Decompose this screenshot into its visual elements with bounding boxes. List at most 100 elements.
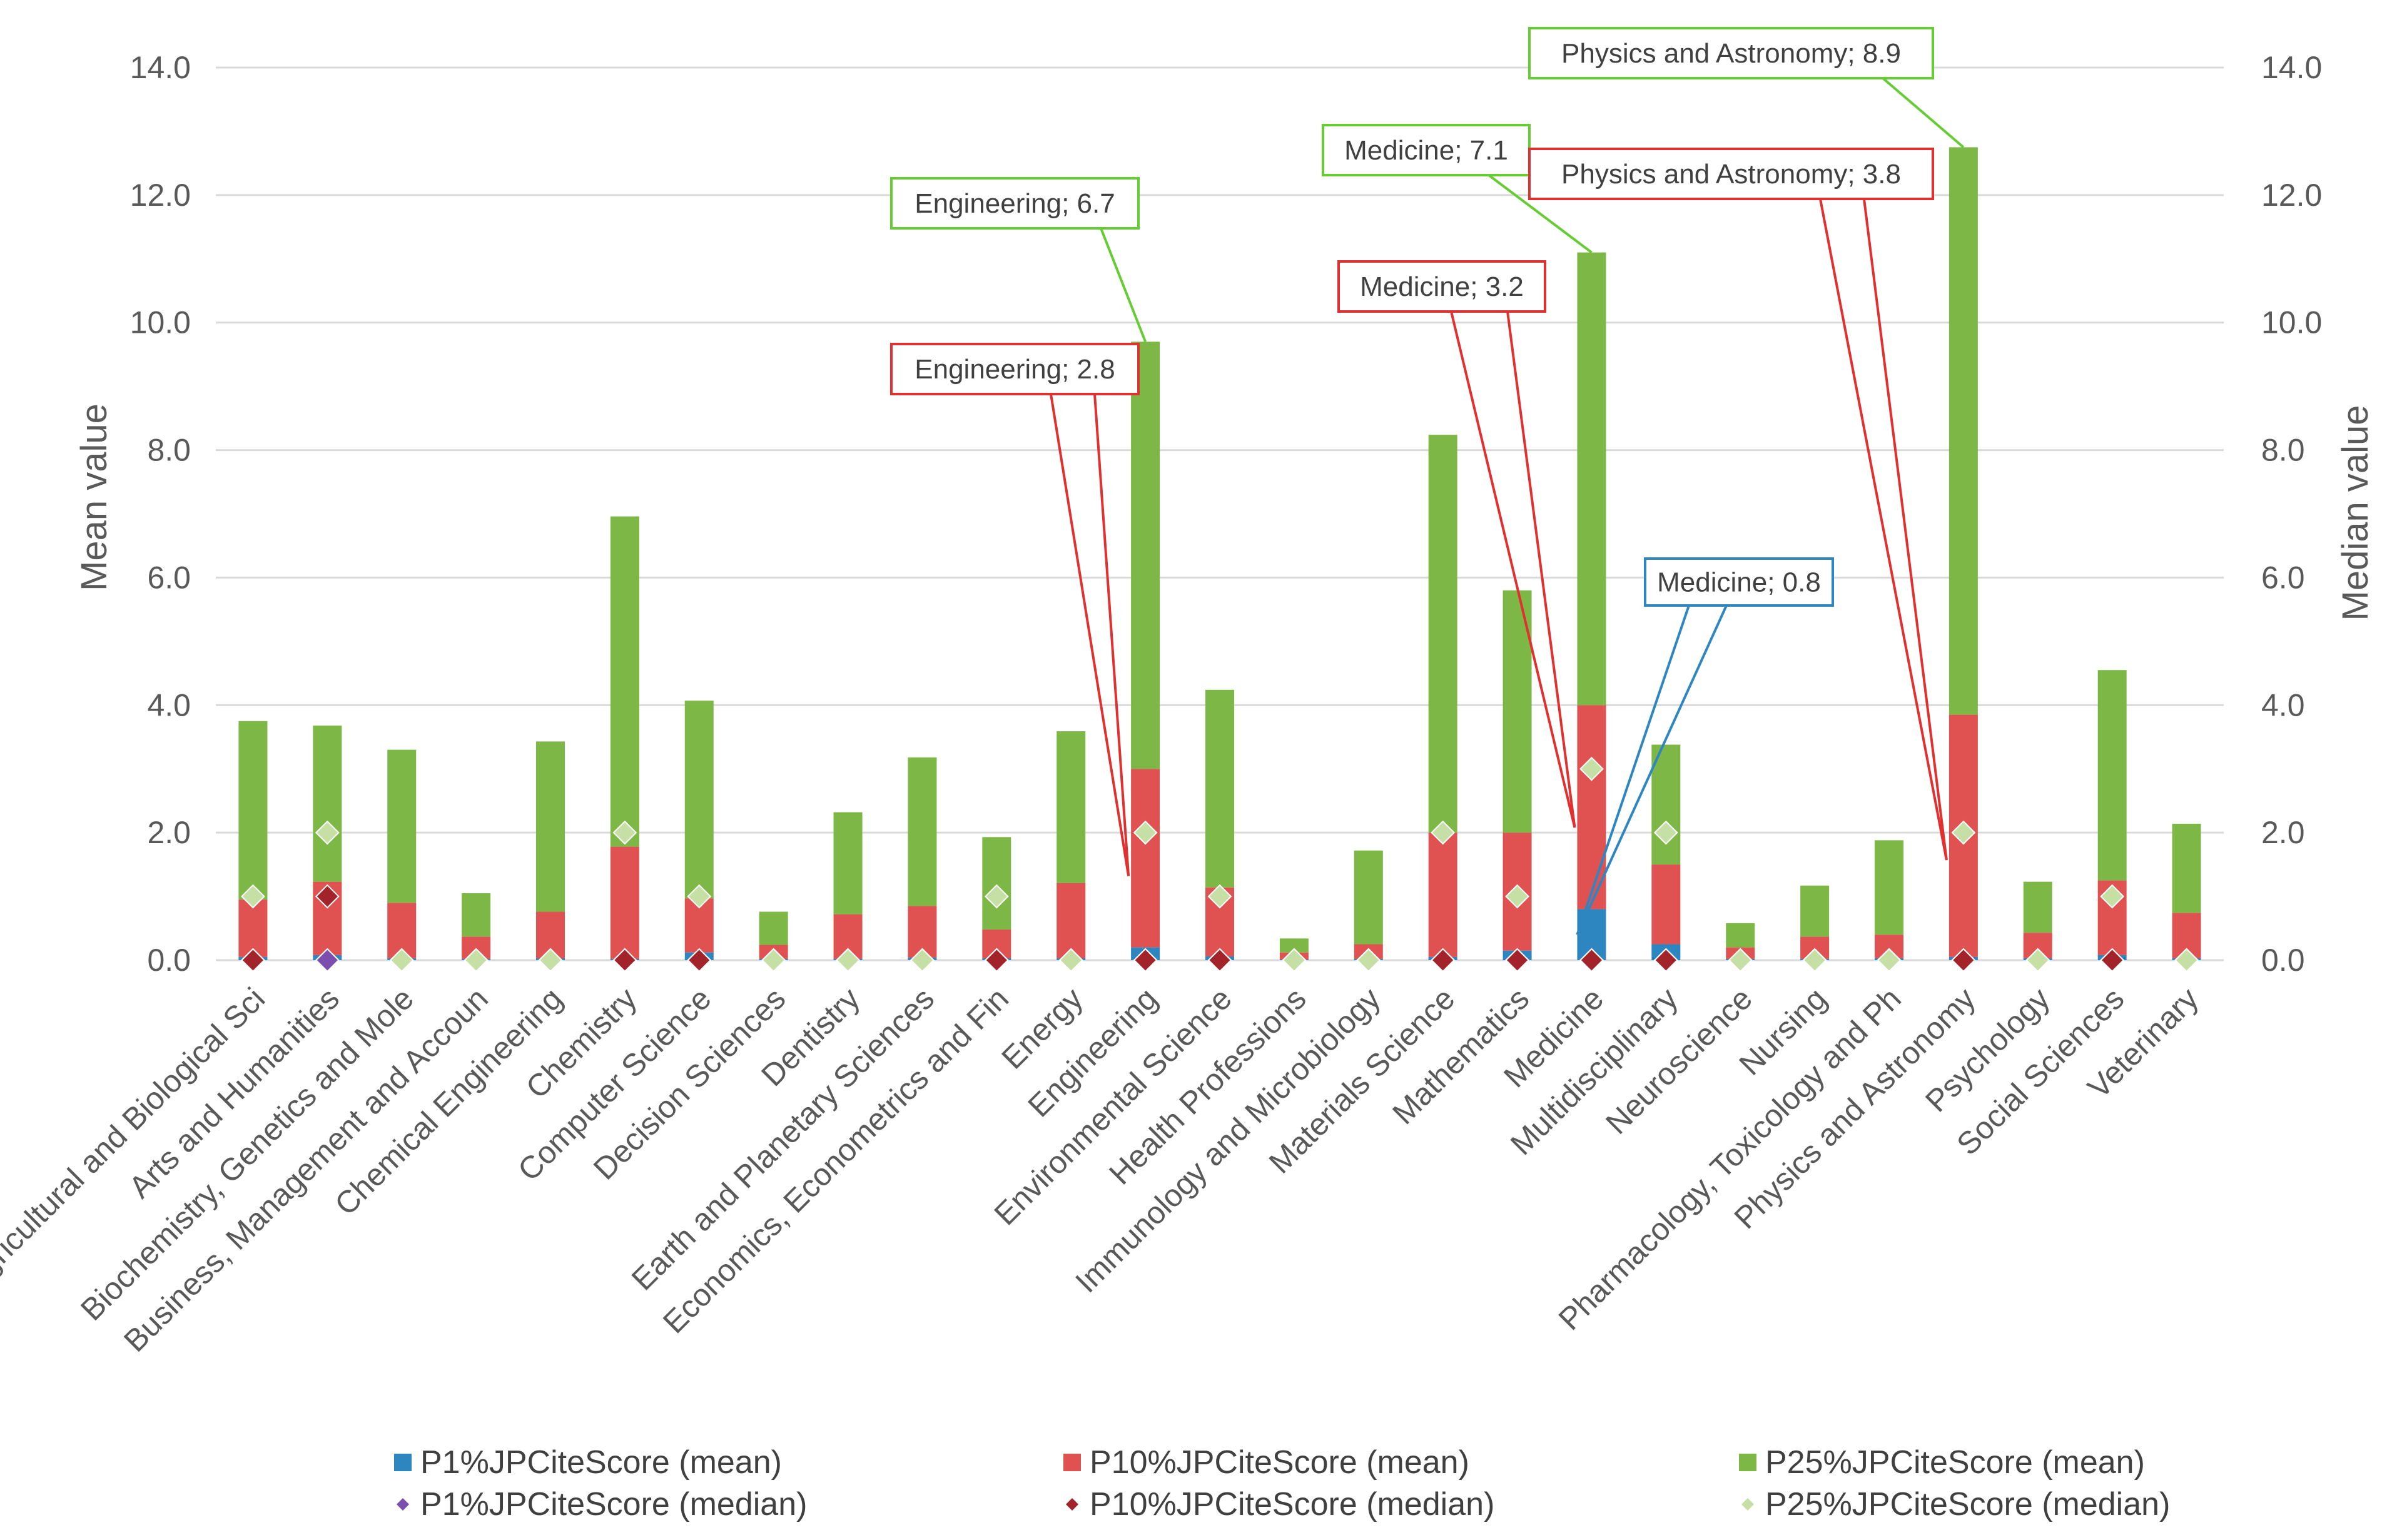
y-left-tick-label: 12.0 (130, 178, 191, 213)
marker-p10-jpcitescore-median-computer-science (687, 948, 712, 973)
marker-p25-jpcitescore-median-environmental-science (1207, 884, 1232, 909)
marker-p10-jpcitescore-median-environmental-science (1207, 948, 1232, 973)
bar-p25-jpcitescore-mean-computer-science (684, 701, 714, 899)
legend-label: P1%JPCiteScore (median) (420, 1486, 807, 1522)
marker-p10-jpcitescore-median-multidisciplinary (1653, 948, 1678, 973)
bar-p10-jpcitescore-mean-materials-science (1428, 833, 1457, 957)
marker-p25-jpcitescore-median-medicine (1579, 756, 1604, 781)
bar-p10-jpcitescore-mean-energy (1057, 883, 1086, 958)
legend-swatch-p1-jpcitescore-mean (394, 1454, 412, 1471)
marker-p25-jpcitescore-median-multidisciplinary (1653, 820, 1678, 845)
y-right-tick-label: 14.0 (2261, 50, 2322, 85)
callout-label: Physics and Astronomy; 8.9 (1561, 38, 1901, 69)
marker-p10-jpcitescore-median-materials-science (1431, 948, 1456, 973)
legend-label: P25%JPCiteScore (mean) (1765, 1444, 2145, 1481)
legend-label: P10%JPCiteScore (mean) (1090, 1444, 1469, 1481)
y-right-tick-label: 12.0 (2261, 178, 2322, 213)
callout-box (1322, 124, 1531, 176)
marker-p25-jpcitescore-median-energy (1058, 948, 1083, 973)
bar-p25-jpcitescore-mean-health-professions (1279, 938, 1309, 953)
bar-p25-jpcitescore-mean-energy (1057, 731, 1086, 883)
marker-p25-jpcitescore-median-decision-sciences (761, 948, 786, 973)
y-right-tick-label: 0.0 (2261, 943, 2305, 978)
callout-label: Physics and Astronomy; 3.8 (1561, 159, 1901, 190)
bar-p25-jpcitescore-mean-chemical-engineering (536, 741, 565, 912)
bar-p10-jpcitescore-mean-multidisciplinary (1651, 864, 1681, 945)
median-markers (241, 756, 2199, 973)
bar-p10-jpcitescore-mean-medicine (1577, 705, 1606, 909)
marker-p25-jpcitescore-median-psychology (2025, 948, 2050, 973)
marker-p25-jpcitescore-median-immunology-and-microbiology (1356, 948, 1381, 973)
y-left-tick-label: 10.0 (130, 305, 191, 340)
y-left-tick-label: 8.0 (147, 433, 191, 468)
callout-label: Engineering; 6.7 (915, 188, 1115, 219)
marker-p25-jpcitescore-median-earth-and-planetary-sciences (910, 948, 935, 973)
marker-p25-jpcitescore-median-social-sciences (2100, 884, 2125, 909)
marker-p25-jpcitescore-median-business-management-and-accoun (464, 948, 489, 973)
marker-p10-jpcitescore-median-economics-econometrics-and-fin (984, 948, 1009, 973)
y-axis-left-title: Mean value (74, 403, 114, 591)
callout-box (1644, 557, 1834, 607)
callout-pointer (1487, 174, 1593, 254)
y-right-tick-label: 10.0 (2261, 305, 2322, 340)
marker-p10-jpcitescore-median-social-sciences (2100, 948, 2125, 973)
bar-p25-jpcitescore-mean-dentistry (833, 812, 863, 914)
bar-p10-jpcitescore-mean-chemistry (610, 846, 639, 959)
bar-p25-jpcitescore-mean-materials-science (1428, 435, 1457, 833)
callout-pointer (1818, 198, 1948, 861)
marker-p25-jpcitescore-median-engineering (1133, 820, 1158, 845)
bar-p25-jpcitescore-mean-chemistry (610, 516, 639, 847)
marker-p1-jpcitescore-median-arts-and-humanities (315, 948, 340, 973)
legend-swatch-p25-jpcitescore-median (1741, 1498, 1754, 1511)
marker-p25-jpcitescore-median-arts-and-humanities (315, 820, 340, 845)
y-right-tick-label: 8.0 (2261, 433, 2305, 468)
marker-p25-jpcitescore-median-biochemistry-genetics-and-mole (389, 948, 414, 973)
bar-p25-jpcitescore-mean-environmental-science (1205, 689, 1234, 888)
y-left-tick-label: 14.0 (130, 50, 191, 85)
marker-p25-jpcitescore-median-economics-econometrics-and-fin (984, 884, 1009, 909)
callout-label: Medicine; 3.2 (1360, 271, 1524, 302)
legend-swatch-p25-jpcitescore-mean (1739, 1454, 1756, 1471)
bar-series (238, 147, 2201, 960)
bar-p25-jpcitescore-mean-immunology-and-microbiology (1354, 850, 1383, 945)
marker-p25-jpcitescore-median-computer-science (687, 884, 712, 909)
bar-p25-jpcitescore-mean-business-management-and-accoun (462, 893, 491, 937)
legend-label: P10%JPCiteScore (median) (1090, 1486, 1494, 1522)
callout-box (1528, 27, 1934, 79)
y-right-tick-label: 6.0 (2261, 560, 2305, 595)
marker-p25-jpcitescore-median-veterinary (2174, 948, 2199, 973)
bar-p10-jpcitescore-mean-engineering (1131, 769, 1160, 948)
bar-p25-jpcitescore-mean-agricultural-and-biological-sci (238, 721, 268, 900)
marker-p10-jpcitescore-median-arts-and-humanities (315, 884, 340, 909)
bar-p25-jpcitescore-mean-veterinary (2172, 823, 2201, 913)
bar-p10-jpcitescore-mean-agricultural-and-biological-sci (238, 899, 268, 957)
marker-p25-jpcitescore-median-dentistry (836, 948, 860, 973)
callout-pointer (1100, 228, 1147, 343)
bar-p25-jpcitescore-mean-medicine (1577, 252, 1606, 706)
marker-p10-jpcitescore-median-physics-and-astronomy (1951, 948, 1976, 973)
y-left-tick-label: 0.0 (147, 943, 191, 978)
marker-p25-jpcitescore-median-health-professions (1282, 948, 1307, 973)
bar-p25-jpcitescore-mean-pharmacology-toxicology-and-ph (1875, 840, 1903, 935)
callout-annotations: Engineering; 6.7 Engineering; 2.8 Medicine… (890, 27, 1965, 936)
y-left-tick-label: 6.0 (147, 560, 191, 595)
marker-p10-jpcitescore-median-chemistry (612, 948, 637, 973)
marker-p10-jpcitescore-median-mathematics (1505, 948, 1529, 973)
bar-p25-jpcitescore-mean-social-sciences (2097, 670, 2127, 881)
marker-p10-jpcitescore-median-engineering (1133, 948, 1158, 973)
y-axis-right-ticks: 0.0 2.0 4.0 6.0 8.0 10.0 12.0 14.0 (2261, 50, 2322, 978)
y-left-tick-label: 2.0 (147, 815, 191, 850)
legend-swatch-p10-jpcitescore-mean (1063, 1454, 1081, 1471)
bar-p25-jpcitescore-mean-neuroscience (1726, 923, 1755, 948)
bar-p25-jpcitescore-mean-earth-and-planetary-sciences (908, 757, 937, 906)
bar-p25-jpcitescore-mean-engineering (1131, 342, 1160, 769)
callout-box (890, 343, 1140, 395)
marker-p25-jpcitescore-median-pharmacology-toxicology-and-ph (1877, 948, 1902, 973)
bar-p25-jpcitescore-mean-arts-and-humanities (313, 725, 342, 882)
x-category-label: Biochemistry, Genetics and Mole (74, 981, 420, 1327)
legend: P1%JPCiteScore (mean) P10%JPCiteScore (me… (394, 1444, 2170, 1522)
bar-p25-jpcitescore-mean-decision-sciences (759, 911, 788, 945)
marker-p25-jpcitescore-median-mathematics (1505, 884, 1529, 909)
